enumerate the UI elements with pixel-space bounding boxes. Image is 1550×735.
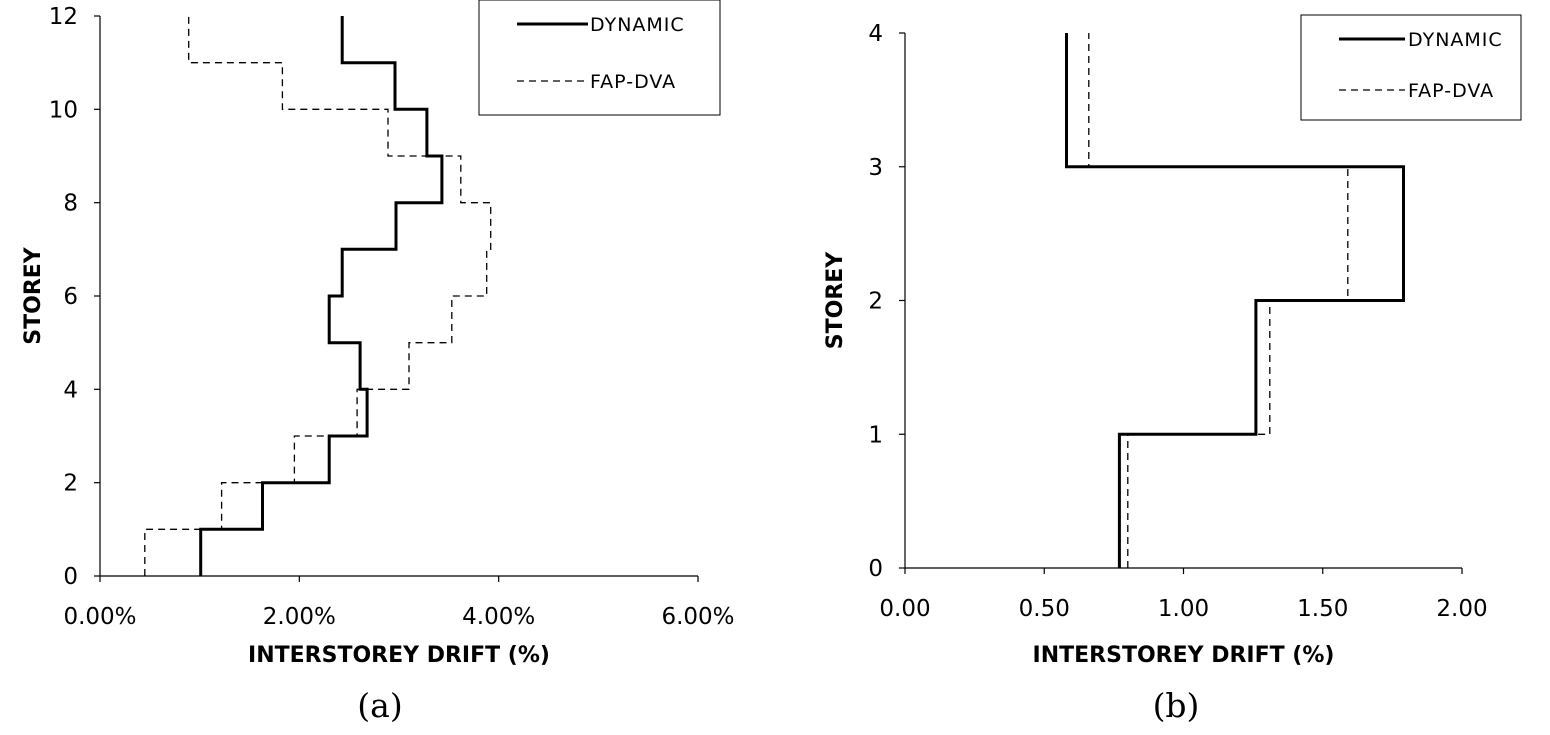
y-tick-label: 2 xyxy=(868,289,883,315)
series-line-fap-dva xyxy=(144,16,492,576)
y-tick-label: 0 xyxy=(868,556,883,582)
x-tick-label: 0.50 xyxy=(1019,596,1070,622)
y-axis-title: STOREY xyxy=(21,246,46,345)
legend-box xyxy=(478,0,721,116)
legend-label: FAP-DVA xyxy=(590,71,676,93)
x-tick-label: 0.00 xyxy=(879,596,930,622)
y-axis-title: STOREY xyxy=(823,251,848,350)
y-tick-label: 10 xyxy=(49,97,78,123)
legend: DYNAMIC FAP-DVA xyxy=(478,0,721,116)
x-tick-label: 6.00% xyxy=(661,604,734,630)
panel-caption: (a) xyxy=(357,686,402,725)
series-line-dynamic xyxy=(199,16,444,576)
y-tick-label: 4 xyxy=(868,21,883,47)
y-tick-label: 12 xyxy=(49,4,78,30)
y-tick-label: 2 xyxy=(63,471,78,497)
legend-label: DYNAMIC xyxy=(590,14,685,36)
x-axis-title: INTERSTOREY DRIFT (%) xyxy=(1033,643,1335,668)
legend-label: FAP-DVA xyxy=(1408,80,1494,102)
series-line-fap-dva xyxy=(1088,33,1349,568)
y-tick-label: 4 xyxy=(63,377,78,403)
y-tick-label: 1 xyxy=(868,422,883,448)
y-tick-label: 0 xyxy=(63,564,78,590)
y-tick-label: 6 xyxy=(63,284,78,310)
legend: DYNAMIC FAP-DVA xyxy=(1300,14,1522,121)
y-tick-label: 8 xyxy=(63,191,78,217)
panel-caption: (b) xyxy=(1153,686,1200,725)
x-tick-label: 0.00% xyxy=(63,604,136,630)
legend-box xyxy=(1300,14,1522,121)
legend-label: DYNAMIC xyxy=(1408,29,1503,51)
x-tick-label: 2.00 xyxy=(1436,596,1487,622)
x-tick-label: 1.50 xyxy=(1297,596,1348,622)
x-tick-label: 4.00% xyxy=(462,604,535,630)
x-axis-title: INTERSTOREY DRIFT (%) xyxy=(248,643,550,668)
chart-panel-a: 0 2 4 6 8 10 12 0.00% 2.00% 4.00% 6.00% INTERSTOREY… xyxy=(21,0,735,725)
x-tick-label: 2.00% xyxy=(263,604,336,630)
y-tick-label: 3 xyxy=(868,155,883,181)
chart-panel-b: 0 1 2 3 4 0.00 0.50 1.00 1.50 2.00 INTERSTOREY DRI… xyxy=(823,14,1522,725)
x-tick-label: 1.00 xyxy=(1158,596,1209,622)
